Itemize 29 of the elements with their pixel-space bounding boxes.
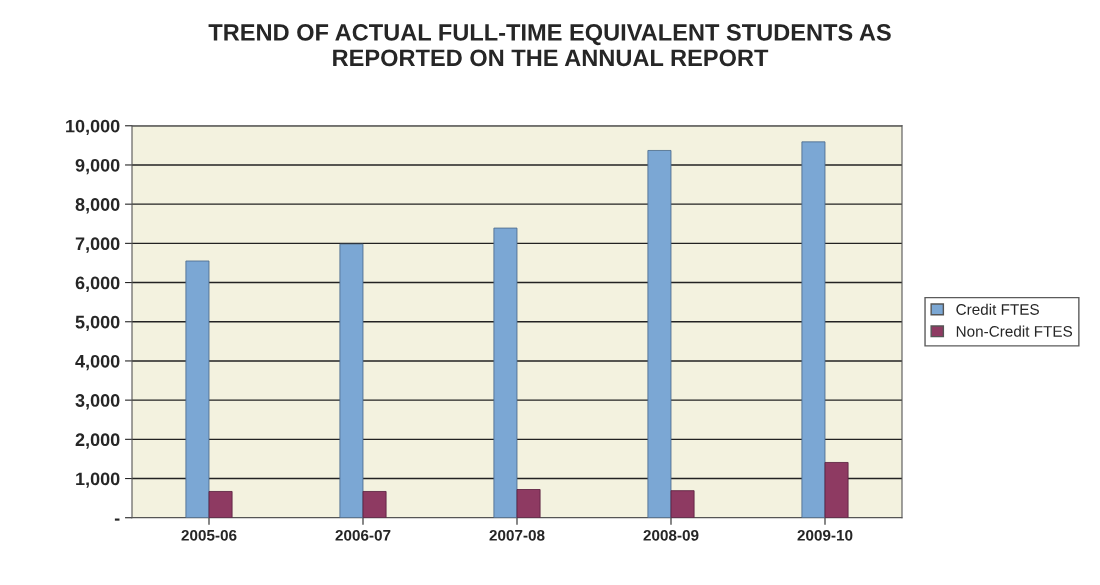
- y-tick-label: 10,000: [66, 119, 120, 136]
- x-tick-label: 2007-08: [489, 529, 545, 541]
- x-tick-label: 2005-06: [181, 529, 237, 541]
- chart-title: TREND OF ACTUAL FULL-TIME EQUIVALENT STUDENTS AS REPORTED ON THE ANNUAL REPORT: [208, 24, 891, 67]
- y-tick-label: 8,000: [75, 198, 120, 214]
- bar: [339, 243, 364, 518]
- y-tick-label: 2,000: [75, 433, 120, 449]
- bar: [824, 462, 849, 518]
- bar: [516, 489, 541, 518]
- y-tick-label: -: [114, 518, 120, 521]
- y-tick-label: 5,000: [75, 315, 120, 332]
- y-tick-label: 4,000: [75, 354, 120, 371]
- bar: [670, 490, 695, 518]
- bar: [493, 227, 518, 518]
- bar: [801, 141, 826, 518]
- y-tick-label: 7,000: [75, 237, 120, 253]
- y-tick-label: 6,000: [75, 276, 120, 292]
- bar: [208, 491, 233, 518]
- y-tick-label: 1,000: [76, 472, 120, 488]
- bar: [362, 491, 387, 518]
- legend-label: Non-Credit FTES: [956, 325, 1073, 337]
- legend-label: Credit FTES: [956, 303, 1039, 315]
- bar: [185, 260, 210, 518]
- y-tick-label: 3,000: [75, 394, 120, 410]
- bar: [647, 150, 672, 518]
- y-tick-label: 9,000: [75, 158, 120, 175]
- x-tick-label: 2006-07: [335, 529, 391, 541]
- x-tick-label: 2009-10: [797, 529, 853, 541]
- x-tick-label: 2008-09: [643, 529, 699, 541]
